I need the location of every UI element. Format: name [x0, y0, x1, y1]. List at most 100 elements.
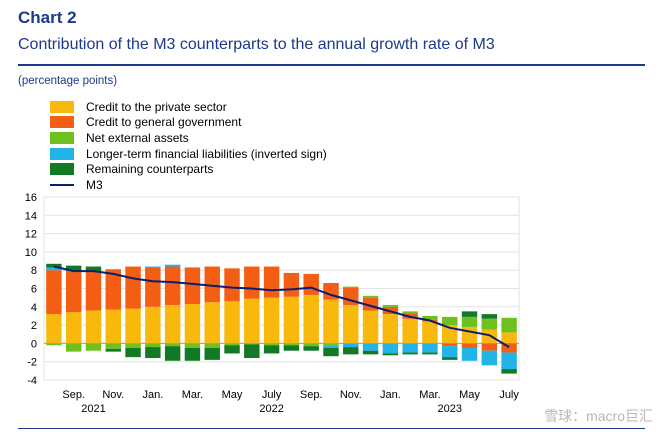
bar-external [501, 317, 517, 333]
bar-private [303, 294, 319, 344]
bar-private [204, 302, 220, 344]
bar-remaining [343, 347, 359, 355]
x-tick-label: Nov. [102, 389, 124, 401]
bar-private [184, 304, 201, 344]
bar-private [461, 326, 478, 344]
bar-private [323, 299, 339, 344]
y-tick-label: 12 [25, 229, 37, 241]
bar-remaining [442, 357, 458, 360]
chart-title: Chart 2 [18, 8, 77, 27]
bar-private [224, 301, 240, 344]
bar-external [382, 304, 399, 307]
x-tick-label: Nov. [340, 389, 362, 401]
bar-government [65, 272, 82, 313]
legend-swatch-government [50, 116, 74, 129]
bar-ltfl [46, 267, 62, 271]
x-tick-label: Sep. [300, 389, 323, 401]
legend-label-external: Net external assets [86, 130, 189, 145]
legend-item-external: Net external assets [50, 130, 327, 146]
x-tick-label: July [262, 389, 282, 401]
bar-private [164, 304, 181, 344]
bar-government [105, 269, 121, 310]
bar-remaining [323, 347, 339, 357]
bar-ltfl [362, 343, 379, 351]
bar-government [244, 266, 260, 299]
y-tick-label: 0 [31, 338, 37, 350]
bar-ltfl [402, 343, 418, 353]
bar-private [501, 332, 517, 344]
bar-ltfl [461, 347, 478, 361]
legend-label-ltfl: Longer-term financial liabilities (inver… [86, 146, 327, 161]
y-tick-label: 6 [31, 284, 37, 296]
legend-label-government: Credit to general government [86, 115, 242, 130]
bar-remaining [164, 346, 181, 361]
bar-external [46, 343, 62, 346]
bar-ltfl [481, 350, 498, 366]
bar-external [105, 343, 121, 349]
bar-remaining [481, 314, 498, 319]
bar-external [65, 343, 82, 352]
bar-private [46, 314, 62, 344]
bar-private [422, 321, 438, 344]
bar-private [382, 314, 399, 344]
bar-private [65, 312, 82, 344]
bar-remaining [382, 353, 399, 356]
bar-private [481, 329, 498, 344]
bar-private [85, 310, 102, 344]
bar-external [303, 343, 319, 347]
bar-government [224, 268, 240, 302]
bar-external [461, 316, 478, 327]
bar-government [283, 272, 300, 297]
watermark: 雪球：macro巨汇 [544, 408, 653, 424]
bar-external [85, 343, 102, 351]
bar-government [461, 343, 478, 348]
unit-label: (percentage points) [18, 75, 118, 87]
bar-external [422, 315, 438, 320]
x-year-label: 2022 [259, 403, 283, 415]
bar-external [224, 343, 240, 346]
bar-external [244, 343, 260, 345]
bar-remaining [224, 345, 240, 354]
bar-external [343, 286, 359, 288]
x-tick-label: Jan. [142, 389, 163, 401]
footer-divider [18, 428, 645, 429]
y-tick-label: 2 [31, 320, 37, 332]
bar-remaining [85, 266, 102, 273]
bar-remaining [461, 311, 478, 317]
bar-remaining [204, 347, 220, 360]
y-tick-label: 8 [31, 265, 37, 277]
bar-private [145, 306, 161, 344]
legend-swatch-private [50, 100, 74, 113]
legend-item-m3: M3 [50, 177, 327, 193]
bar-external [481, 318, 498, 330]
bar-ltfl [422, 343, 438, 353]
bar-external [283, 343, 300, 346]
legend-item-ltfl: Longer-term financial liabilities (inver… [50, 146, 327, 162]
legend-label-private: Credit to the private sector [86, 99, 227, 114]
bar-private [244, 298, 260, 344]
x-tick-label: Mar. [182, 389, 203, 401]
bar-remaining [303, 346, 319, 351]
bar-external [402, 311, 418, 314]
bar-government [85, 272, 102, 311]
y-tick-label: 14 [25, 210, 37, 222]
bar-private [343, 304, 359, 344]
bar-government [481, 343, 498, 351]
bar-ltfl [323, 345, 339, 348]
bar-remaining [125, 347, 141, 358]
bar-government [263, 266, 280, 298]
bar-remaining [283, 345, 300, 351]
y-tick-label: 16 [25, 192, 37, 204]
bar-government [46, 270, 62, 315]
bar-government [303, 273, 319, 295]
bar-remaining [105, 348, 121, 352]
bar-external [204, 343, 220, 348]
legend-label-remaining: Remaining counterparts [86, 162, 214, 177]
bar-remaining [422, 352, 438, 355]
bar-government [125, 266, 141, 309]
bar-private [283, 296, 300, 344]
bar-ltfl [501, 352, 517, 370]
legend-swatch-remaining [50, 163, 74, 176]
bar-ltfl [145, 266, 161, 268]
bar-private [263, 297, 280, 344]
